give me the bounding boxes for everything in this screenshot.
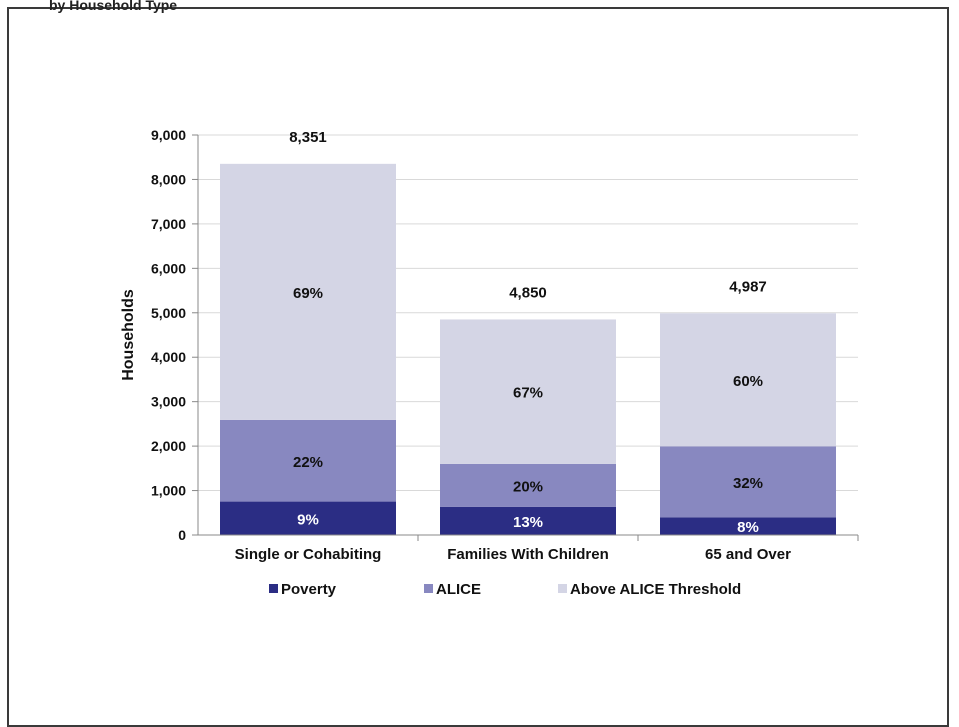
y-tick-label: 3,000 [151,394,186,410]
data-label: 8% [737,519,759,536]
x-tick-label: Single or Cohabiting [235,546,382,563]
data-label: 32% [733,475,763,492]
bar-segment [440,319,616,464]
data-label: 69% [293,285,323,302]
data-label: 22% [293,454,323,471]
total-label: 4,987 [729,278,767,295]
bar-segment [220,501,396,535]
y-tick-label: 0 [178,527,186,543]
total-label: 8,351 [289,129,327,146]
y-tick-label: 8,000 [151,171,186,187]
y-tick-label: 5,000 [151,305,186,321]
y-tick-label: 4,000 [151,349,186,365]
bar-segment [660,446,836,518]
bar-segment [440,463,616,507]
data-label: 60% [733,373,763,390]
y-tick-label: 1,000 [151,483,186,499]
legend-label: Above ALICE Threshold [570,581,741,598]
y-tick-label: 2,000 [151,438,186,454]
y-tick-label: 6,000 [151,260,186,276]
axes: 0 1,000 2,000 3,000 4,000 5,000 6,000 7,000 8,00… [120,127,859,563]
legend-swatch [558,584,567,593]
total-label: 4,850 [509,284,547,301]
data-label: 67% [513,385,543,402]
legend-swatch [424,584,433,593]
bar-segment [440,506,616,535]
x-tick-label: 65 and Over [705,546,791,563]
labels: 9% 22% 69% 8,351 13% 20% 67% 4,850 8% 32% 60% 4,987 [289,129,767,536]
data-label: 20% [513,478,543,495]
y-tick-label: 9,000 [151,127,186,143]
data-label: 9% [297,511,319,528]
legend-label: Poverty [281,581,337,598]
y-tick-label: 7,000 [151,216,186,232]
bar-segment [220,163,396,420]
header-partial-text: by Household Type [49,0,178,13]
bar-segment [660,313,836,447]
x-tick-label: Families With Children [447,546,609,563]
bar-segment [220,419,396,502]
legend: Poverty ALICE Above ALICE Threshold [269,581,741,598]
legend-swatch [269,584,278,593]
legend-label: ALICE [436,581,481,598]
y-axis-label: Households [120,289,137,381]
bars [220,163,836,535]
bar-segment [660,517,836,535]
stacked-bar-chart: 0 1,000 2,000 3,000 4,000 5,000 6,000 7,000 8,00… [120,127,859,598]
data-label: 13% [513,514,543,531]
